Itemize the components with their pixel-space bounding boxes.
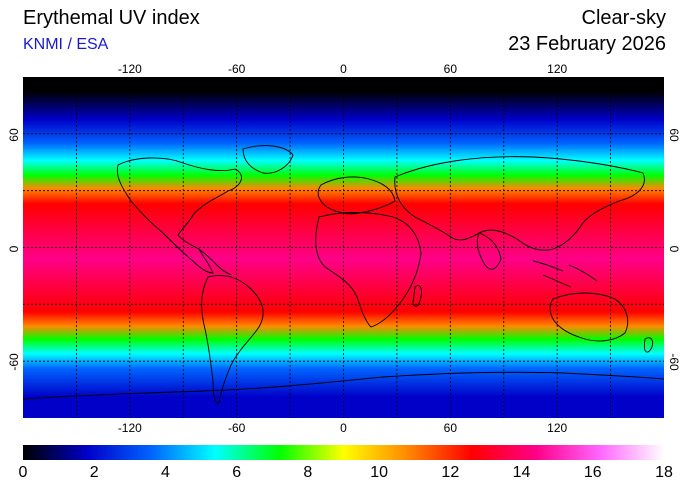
africa-outline <box>315 212 422 328</box>
colorbar-tick-label: 2 <box>89 464 99 481</box>
north-america-outline <box>116 157 242 274</box>
bottom-lon-tick-label: -120 <box>117 421 142 435</box>
uv-index-map <box>23 77 664 418</box>
date-label: 23 February 2026 <box>508 33 666 55</box>
bottom-lon-tick-label: 120 <box>547 421 568 435</box>
india-outline <box>476 232 502 270</box>
colorbar-tick-label: 14 <box>512 464 531 481</box>
right-lat-tick-label: -60 <box>667 353 681 371</box>
asia-outline <box>394 156 645 251</box>
colorbar-tick-label: 8 <box>303 464 313 481</box>
greenland-outline <box>242 145 294 174</box>
right-lat-tick-label: 0 <box>667 245 681 252</box>
top-lon-tick-label: 0 <box>340 62 347 76</box>
south-america-outline <box>201 275 264 404</box>
top-lon-tick-label: 120 <box>547 62 568 76</box>
left-lat-tick-label: 0 <box>7 245 21 252</box>
colorbar-tick-label: 10 <box>370 464 388 481</box>
madagascar-outline <box>412 285 422 307</box>
colorbar-tick-label: 4 <box>160 464 170 481</box>
bottom-lon-tick-label: 0 <box>340 421 347 435</box>
bottom-lon-tick-label: -60 <box>227 421 246 435</box>
left-lat-tick-label: -60 <box>7 353 21 371</box>
colorbar-gradient <box>23 445 664 460</box>
colorbar-tick-label: 6 <box>232 464 242 481</box>
antarctica-outline <box>23 371 664 400</box>
central-america-outline <box>198 248 232 276</box>
new-zealand-outline <box>644 337 654 353</box>
top-lon-tick-label: -60 <box>227 62 246 76</box>
sky-condition-label: Clear-sky <box>581 7 666 29</box>
top-lon-tick-label: 60 <box>443 62 457 76</box>
europe-outline <box>317 176 396 215</box>
coastlines <box>23 145 664 404</box>
colorbar-tick-label: 12 <box>441 464 460 481</box>
colorbar-tick-label: 16 <box>583 464 602 481</box>
australia-outline <box>549 292 629 342</box>
source-label: KNMI / ESA <box>23 36 109 53</box>
map-title: Erythemal UV index <box>23 7 200 29</box>
top-lon-tick-label: -120 <box>117 62 142 76</box>
lat-lon-gridlines <box>23 77 664 418</box>
right-lat-tick-label: 60 <box>667 128 681 142</box>
left-lat-tick-label: 60 <box>7 128 21 142</box>
bottom-lon-tick-label: 60 <box>443 421 457 435</box>
uv-colorbar <box>23 445 664 460</box>
colorbar-tick-label: 18 <box>655 464 673 481</box>
colorbar-tick-label: 0 <box>18 464 28 481</box>
